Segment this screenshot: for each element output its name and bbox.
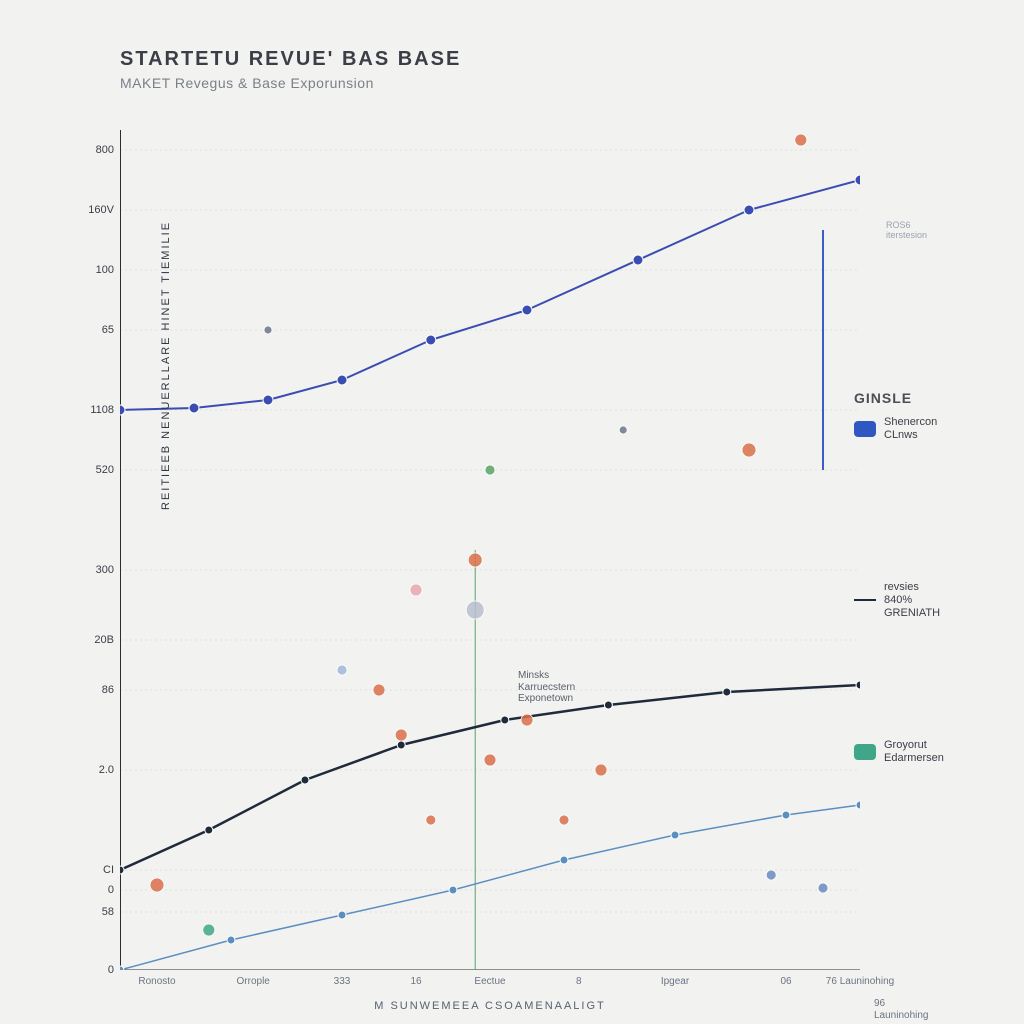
legend-item: ShenerconCLnws [854,416,1014,441]
marker-revenue_upper [337,375,347,385]
y-tick-label: 1108 [90,404,114,416]
y-tick-label: 0 [108,964,114,976]
y-tick-label: CI [103,864,114,876]
marker-revenue_upper [189,403,199,413]
scatter-s8 [466,601,484,619]
scatter-s16 [485,465,495,475]
legend: GINSLE ShenerconCLnws revsies840%GRENIATH… [854,390,1014,778]
series-expansion_lower [120,805,860,970]
chart-svg [120,130,860,970]
y-tick-label: 65 [102,324,114,336]
marker-revenue_upper [744,205,754,215]
x-tick-label: Eectue [474,976,505,987]
marker-expansion_lower [782,811,790,819]
y-tick-label: 58 [102,906,114,918]
y-tick-label: 520 [96,464,114,476]
chart-subtitle: MAKET Revegus & Base Exporunsion [120,75,461,91]
y-tick-label: 20B [94,634,114,646]
y-tick-label: 160V [88,204,114,216]
marker-revenue_mid [120,866,124,874]
chart-title: STARTETU REVUE' BAS BASE [120,48,461,71]
marker-revenue_upper [522,305,532,315]
y-tick-label: 100 [96,264,114,276]
legend-item: revsies840%GRENIATH [854,581,1014,619]
legend-swatch-icon [854,599,876,601]
scatter-s2 [203,924,215,936]
chart-page: STARTETU REVUE' BAS BASE MAKET Revegus &… [0,0,1024,1024]
x-tick-label: 16 [410,976,421,987]
x-axis-label: M SUNWEMEEA CSOAMENAALIGT [120,1000,860,1012]
y-tick-label: 800 [96,144,114,156]
marker-revenue_upper [426,335,436,345]
scatter-s6 [426,815,436,825]
scatter-s19 [818,883,828,893]
marker-revenue_mid [604,701,612,709]
scatter-s11 [559,815,569,825]
scatter-s5 [395,729,407,741]
marker-revenue_upper [120,405,125,415]
marker-expansion_lower [338,911,346,919]
x-tick-label: Ronosto [138,976,175,987]
legend-label: revsies840%GRENIATH [884,581,940,619]
scatter-s13 [619,426,627,434]
marker-expansion_lower [671,831,679,839]
scatter-s14 [742,443,756,457]
x-tick-label: 8 [576,976,582,987]
scatter-s7 [468,553,482,567]
scatter-s3 [264,326,272,334]
legend-swatch-icon [854,421,876,437]
scatter-s20 [766,870,776,880]
marker-revenue_upper [855,175,860,185]
marker-expansion_lower [120,966,124,970]
y-tick-label: 2.0 [99,764,114,776]
annotation: ROS6iterstesion [886,220,927,241]
x-tick-label: 333 [334,976,351,987]
x-tick-label: Orrople [237,976,270,987]
titles-block: STARTETU REVUE' BAS BASE MAKET Revegus &… [120,48,461,91]
scatter-s17 [410,584,422,596]
legend-title: GINSLE [854,390,1014,406]
y-tick-label: 300 [96,564,114,576]
y-tick-label: 86 [102,684,114,696]
plot-area: REITIEEB NENUERLLARE HINET TIEMILIE M SU… [120,130,860,970]
scatter-s15 [795,134,807,146]
marker-revenue_mid [723,688,731,696]
series-revenue_mid [120,685,860,870]
scatter-s12 [595,764,607,776]
legend-items: ShenerconCLnws revsies840%GRENIATH Groyoru… [854,416,1014,764]
scatter-s9 [484,754,496,766]
marker-revenue_mid [397,741,405,749]
legend-item: GroyorutEdarmersen [854,739,1014,764]
legend-swatch-icon [854,744,876,760]
x-tick-label: 76 Launinohing [826,976,894,987]
marker-expansion_lower [227,936,235,944]
scatter-s4 [373,684,385,696]
marker-revenue_upper [263,395,273,405]
x-tick-label: Ipgear [661,976,689,987]
legend-label: GroyorutEdarmersen [884,739,944,764]
scatter-s10 [521,714,533,726]
y-tick-label: 0 [108,884,114,896]
marker-revenue_mid [301,776,309,784]
marker-revenue_mid [205,826,213,834]
annotation: MinsksKarruecsternExponetown [518,670,575,705]
marker-expansion_lower [560,856,568,864]
annotation: 96 Launinohing [874,998,929,1021]
y-axis-label: REITIEEB NENUERLLARE HINET TIEMILIE [160,221,172,510]
marker-revenue_upper [633,255,643,265]
scatter-s1 [150,878,164,892]
marker-expansion_lower [856,801,860,809]
x-tick-label: 06 [780,976,791,987]
legend-label: ShenerconCLnws [884,416,937,441]
marker-revenue_mid [501,716,509,724]
scatter-s18 [337,665,347,675]
marker-expansion_lower [449,886,457,894]
